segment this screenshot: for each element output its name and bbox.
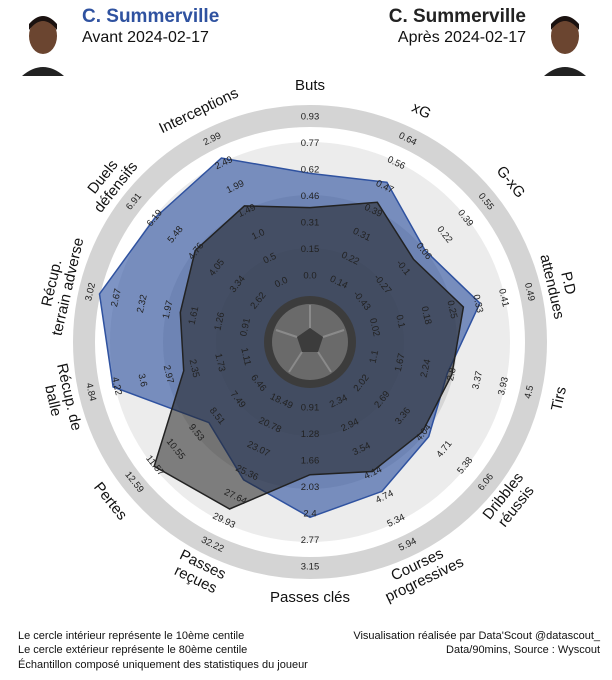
axis-label: G-xG bbox=[493, 163, 529, 202]
tick-label: 0.5 bbox=[262, 251, 279, 267]
tick-label: 1.28 bbox=[301, 429, 320, 440]
tick-label: 0.41 bbox=[496, 288, 511, 308]
footer-credit: Visualisation réalisée par Data'Scout @d… bbox=[353, 630, 601, 642]
axis-label: Passesreçues bbox=[170, 546, 229, 598]
tick-label: 2.97 bbox=[161, 364, 176, 384]
tick-label: 0.62 bbox=[301, 165, 320, 176]
tick-label: 0.31 bbox=[301, 218, 320, 229]
player-photo-right bbox=[540, 12, 590, 76]
tick-label: 0.91 bbox=[301, 403, 320, 414]
outer-ring bbox=[73, 105, 547, 579]
footer-note: Le cercle intérieur représente le 10ème … bbox=[18, 630, 244, 642]
tick-label: 4.84 bbox=[83, 382, 98, 402]
axis-label: Tirs bbox=[548, 385, 570, 413]
tick-label: 4.22 bbox=[109, 376, 124, 396]
tick-label: 0.18 bbox=[419, 305, 434, 325]
player-photo-left bbox=[18, 12, 68, 76]
tick-label: 3.6 bbox=[135, 373, 149, 388]
tick-label: 0.49 bbox=[522, 282, 537, 302]
tick-label: 0.93 bbox=[301, 112, 320, 123]
tick-label: 1.61 bbox=[187, 305, 202, 325]
tick-label: 3.02 bbox=[83, 282, 98, 302]
tick-label: 0.0 bbox=[303, 271, 316, 282]
tick-label: 0.1 bbox=[393, 314, 407, 329]
tick-label: 0.77 bbox=[301, 138, 320, 149]
tick-label: 1.11 bbox=[238, 347, 253, 367]
footer-credit: Data/90mins, Source : Wyscout bbox=[446, 644, 600, 656]
tick-label: 0.25 bbox=[444, 299, 459, 319]
tick-label: 0.02 bbox=[367, 317, 382, 337]
ball bbox=[264, 296, 356, 388]
tick-label: 1.67 bbox=[393, 352, 408, 372]
axis-label: xG bbox=[409, 99, 434, 123]
tick-label: 2.77 bbox=[301, 535, 320, 546]
tick-label: 2.32 bbox=[135, 293, 150, 313]
tick-label: 0.33 bbox=[470, 293, 485, 313]
tick-label: 0.0 bbox=[273, 275, 290, 291]
axis-label: Passes clés bbox=[270, 589, 350, 606]
tick-label: 0.15 bbox=[301, 244, 320, 255]
tick-label: 4.5 bbox=[523, 384, 537, 399]
tick-label: 3.93 bbox=[496, 376, 511, 396]
tick-label: 2.03 bbox=[301, 482, 320, 493]
tick-label: 1.73 bbox=[212, 352, 227, 372]
tick-label: 2.4 bbox=[303, 509, 316, 520]
legend-label: Après 2024-02-17 bbox=[398, 29, 526, 46]
tick-label: 1.1 bbox=[368, 349, 382, 364]
tick-label: 1.26 bbox=[212, 311, 227, 331]
player-name: C. Summerville bbox=[389, 6, 526, 27]
legend-label: Avant 2024-02-17 bbox=[82, 29, 209, 46]
footer-note: Le cercle extérieur représente le 80ème … bbox=[18, 644, 247, 656]
player-name: C. Summerville bbox=[82, 6, 219, 27]
tick-label: 2.8 bbox=[445, 367, 459, 382]
tick-label: 2.67 bbox=[109, 288, 124, 308]
footer-note: Échantillon composé uniquement des stati… bbox=[18, 658, 308, 671]
tick-label: 1.0 bbox=[250, 227, 267, 243]
tick-label: 3.15 bbox=[301, 562, 320, 573]
tick-label: 0.91 bbox=[238, 317, 253, 337]
tick-label: 1.66 bbox=[301, 456, 320, 467]
tick-label: 2.35 bbox=[187, 358, 202, 378]
axis-label: Buts bbox=[295, 77, 325, 94]
tick-label: 3.37 bbox=[470, 370, 485, 390]
tick-label: 2.24 bbox=[419, 358, 434, 378]
tick-label: 1.97 bbox=[161, 299, 176, 319]
tick-label: 0.46 bbox=[301, 191, 320, 202]
